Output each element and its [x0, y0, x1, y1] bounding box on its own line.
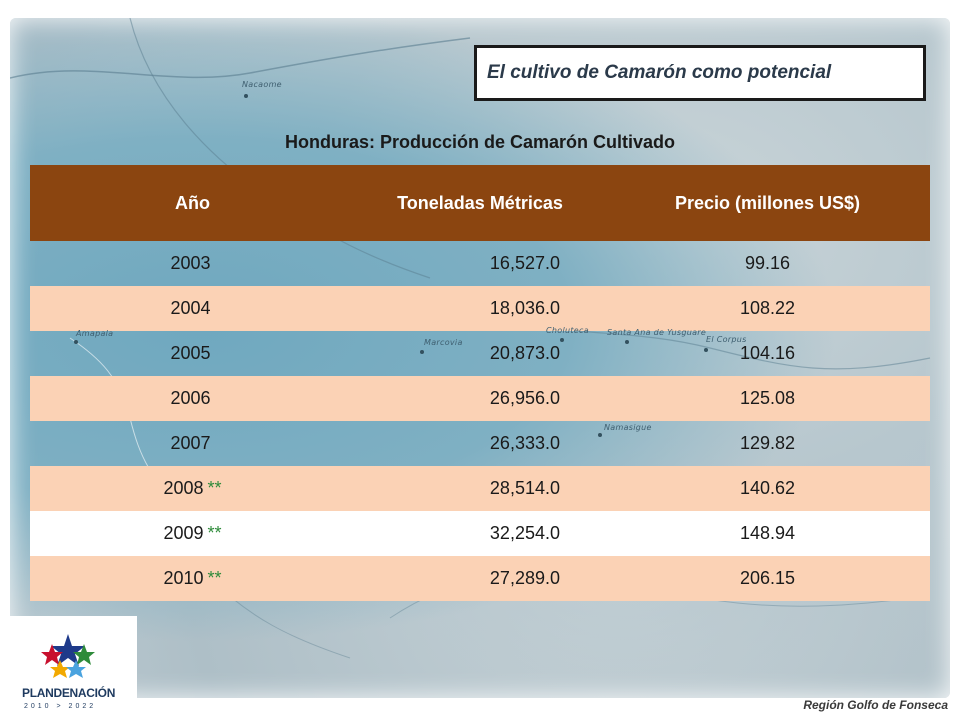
- cell-year: 2003: [170, 253, 211, 273]
- cell-tons: 16,527.0: [489, 253, 560, 273]
- table-header-row: Año Toneladas Métricas Precio (millones …: [30, 165, 930, 241]
- el-corpus-dot: [704, 348, 708, 352]
- cell-year: 2007: [170, 433, 211, 453]
- slide-title: El cultivo de Camarón como potencial: [487, 62, 832, 83]
- cell-year: 2005: [170, 343, 211, 363]
- cell-price: 206.15: [605, 556, 930, 601]
- map-label-amapala: Amapala: [76, 329, 114, 338]
- table-row: 2006 26,956.0 125.08: [30, 376, 930, 421]
- map-label-namasigue: Namasigue: [604, 423, 652, 432]
- cell-year: 2008 **: [30, 466, 355, 511]
- table-row: 2008 ** 28,514.0 140.62: [30, 466, 930, 511]
- map-label-marcovia: Marcovia: [424, 338, 463, 347]
- table-row: 2005 20,873.0 104.16: [30, 331, 930, 376]
- cell-tons: 26,333.0: [489, 433, 560, 453]
- table-row: 2009 ** 32,254.0 148.94: [30, 511, 930, 556]
- cell-tons: 26,956.0: [355, 376, 605, 421]
- header-tons: Toneladas Métricas: [355, 165, 605, 241]
- choluteca-dot: [560, 338, 564, 342]
- nacaome-dot: [244, 94, 248, 98]
- logo-stars-icon: [41, 634, 95, 678]
- cell-tons: 28,514.0: [355, 466, 605, 511]
- plan-de-nacion-logo: [0, 616, 137, 720]
- production-table: Año Toneladas Métricas Precio (millones …: [30, 165, 930, 601]
- table-title: Honduras: Producción de Camarón Cultivad…: [284, 132, 676, 152]
- header-price: Precio (millones US$): [605, 165, 930, 241]
- cell-price: 148.94: [605, 511, 930, 556]
- cell-price: 108.22: [605, 286, 930, 331]
- cell-tons: 32,254.0: [355, 511, 605, 556]
- cell-price: 99.16: [744, 253, 791, 273]
- cell-year: 2006: [30, 376, 355, 421]
- slide-title-box: El cultivo de Camarón como potencial: [474, 45, 926, 101]
- cell-tons: 20,873.0: [489, 343, 560, 363]
- map-label-santa-ana: Santa Ana de Yusguare: [607, 328, 707, 337]
- map-label-el-corpus: El Corpus: [706, 335, 747, 344]
- cell-tons: 27,289.0: [355, 556, 605, 601]
- logo-years: 2010 > 2022: [24, 703, 97, 710]
- cell-year: 2009 **: [30, 511, 355, 556]
- cell-price: 129.82: [739, 433, 796, 453]
- footer-region: Región Golfo de Fonseca: [803, 698, 948, 712]
- header-year: Año: [30, 165, 355, 241]
- amapala-dot: [74, 340, 78, 344]
- cell-year: 2004: [30, 286, 355, 331]
- cell-price: 104.16: [739, 343, 796, 363]
- table-row: 2007 26,333.0 129.82: [30, 421, 930, 466]
- namasigue-dot: [598, 433, 602, 437]
- cell-price: 125.08: [605, 376, 930, 421]
- table-row: 2010 ** 27,289.0 206.15: [30, 556, 930, 601]
- map-label-choluteca: Choluteca: [546, 326, 589, 335]
- logo-name: PLANDENACIÓN: [22, 686, 116, 700]
- cell-tons: 18,036.0: [355, 286, 605, 331]
- table-row: 2004 18,036.0 108.22: [30, 286, 930, 331]
- santa-ana-dot: [625, 340, 629, 344]
- cell-price: 140.62: [605, 466, 930, 511]
- cell-year: 2010 **: [30, 556, 355, 601]
- map-label-nacaome: Nacaome: [242, 80, 282, 89]
- table-row: 2003 16,527.0 99.16: [30, 241, 930, 286]
- marcovia-dot: [420, 350, 424, 354]
